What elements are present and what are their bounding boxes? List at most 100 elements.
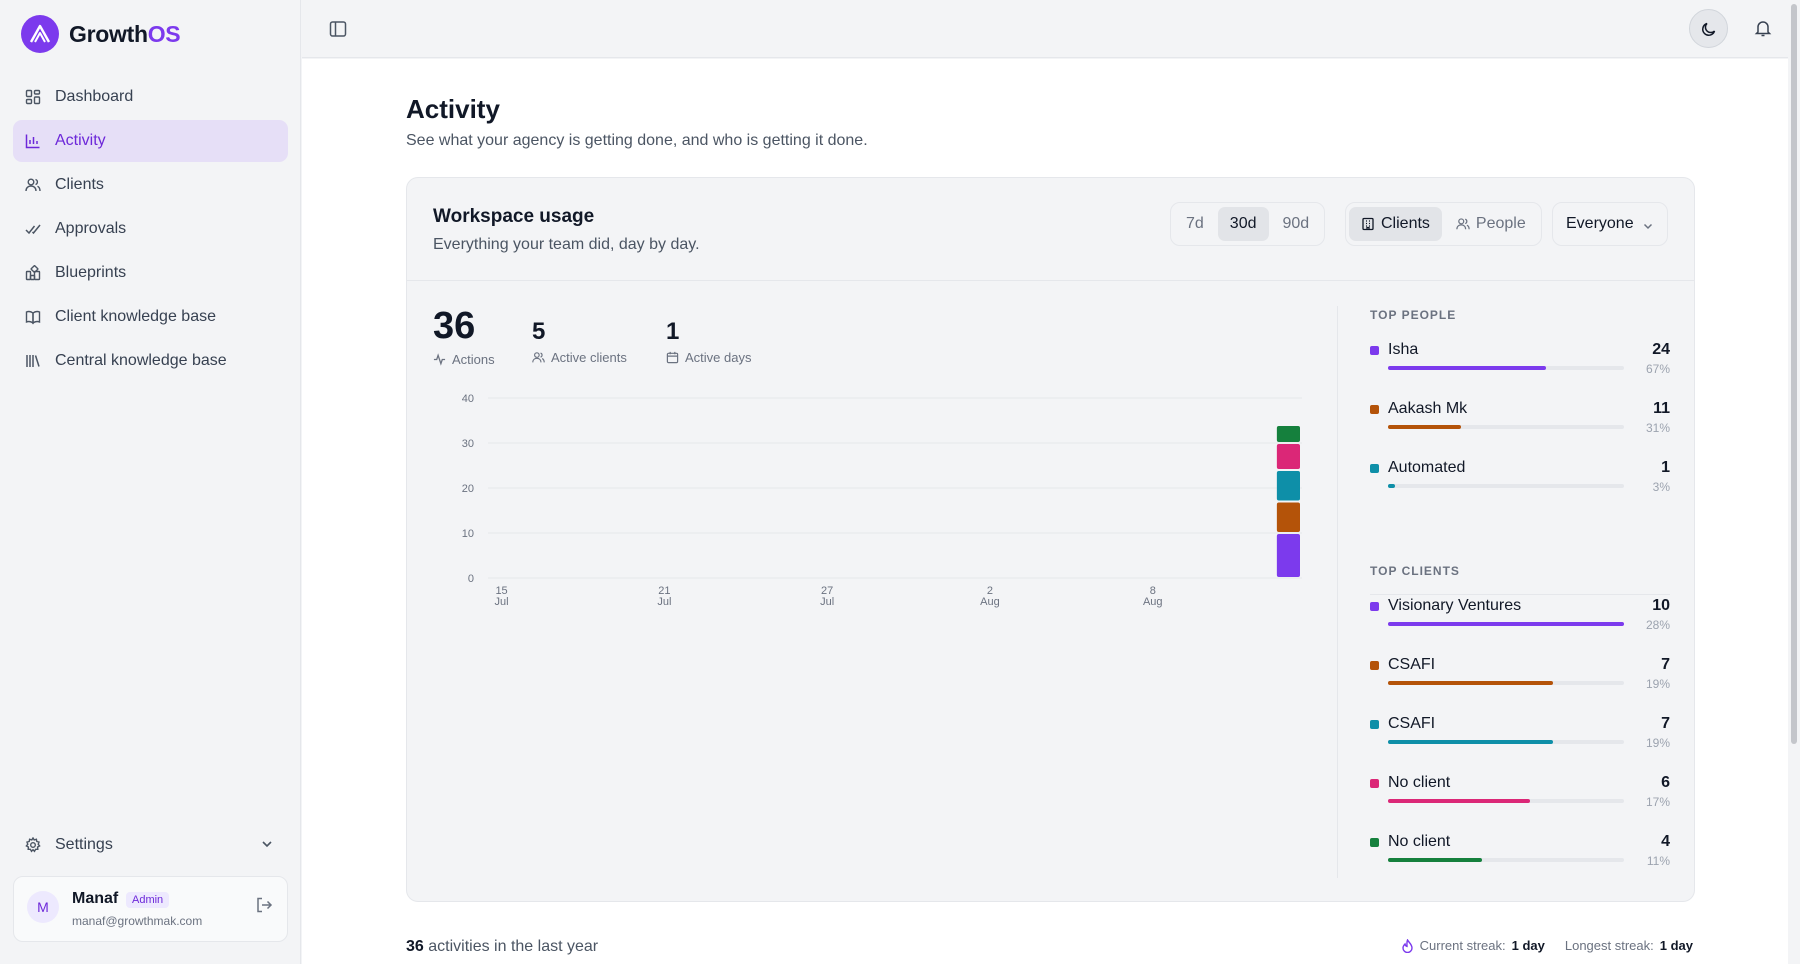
client-row[interactable]: CSAFI 7 19% (1370, 713, 1670, 772)
person-name: Isha (1388, 341, 1419, 358)
scrollbar-thumb[interactable] (1791, 4, 1797, 744)
role-badge: Admin (126, 892, 170, 908)
view-selector: Clients People (1345, 202, 1542, 246)
chevron-down-icon (262, 841, 272, 848)
person-name: Aakash Mk (1388, 400, 1468, 417)
person-share-fill (1388, 425, 1462, 429)
person-color-swatch (1370, 346, 1379, 355)
stat-actions-label: Actions (452, 352, 495, 367)
sidebar-item-activity[interactable]: Activity (13, 120, 288, 162)
client-percent: 19% (1645, 677, 1670, 691)
page-title: Activity (406, 94, 500, 124)
range-90d-button[interactable]: 90d (1282, 215, 1310, 232)
page-scrollbar[interactable] (1788, 0, 1800, 964)
user-card: M Manaf Admin manaf@growthmak.com (13, 876, 288, 942)
client-name: No client (1388, 833, 1451, 850)
client-percent: 28% (1645, 618, 1670, 632)
user-name: Manaf (72, 890, 119, 907)
dashboard-icon (25, 89, 41, 105)
stat-actions: 36 Actions (433, 306, 495, 367)
client-color-swatch (1370, 720, 1379, 729)
sidebar-item-dashboard[interactable]: Dashboard (13, 76, 288, 118)
person-share-bar (1388, 484, 1624, 488)
client-color-swatch (1370, 602, 1379, 611)
client-count: 7 (1661, 715, 1670, 732)
brand-name: GrowthOS (69, 20, 181, 47)
logout-icon[interactable] (255, 896, 273, 914)
person-row-automated[interactable]: Automated 1 3% (1370, 457, 1670, 516)
client-percent: 19% (1645, 736, 1670, 750)
person-row-aakash-mk[interactable]: Aakash Mk 11 31% (1370, 398, 1670, 457)
client-row[interactable]: No client 4 11% (1370, 831, 1670, 890)
sidebar-item-client-knowledge-base[interactable]: Client knowledge base (13, 296, 288, 338)
activity-count: 36 (406, 938, 424, 955)
sidebar-item-approvals[interactable]: Approvals (13, 208, 288, 250)
chevron-down-icon (1643, 223, 1653, 230)
users-icon (532, 352, 545, 363)
y-tick-label: 20 (462, 483, 474, 495)
person-name: Automated (1388, 459, 1466, 476)
sidebar-item-central-knowledge-base[interactable]: Central knowledge base (13, 340, 288, 382)
client-row[interactable]: CSAFI 7 19% (1370, 654, 1670, 713)
person-share-bar (1388, 366, 1624, 370)
person-row-isha[interactable]: Isha 24 67% (1370, 339, 1670, 398)
bell-icon[interactable] (1754, 19, 1772, 37)
range-selector: 7d 30d 90d (1170, 202, 1326, 246)
client-share-fill (1388, 622, 1624, 626)
person-count: 24 (1652, 341, 1670, 358)
client-row[interactable]: Visionary Ventures 10 28% (1370, 595, 1670, 654)
workspace-usage-card: Workspace usage Everything your team did… (406, 177, 1695, 902)
page-subtitle: See what your agency is getting done, an… (406, 132, 868, 149)
client-share-bar (1388, 740, 1624, 744)
panel-divider (1337, 306, 1338, 878)
flame-icon (1401, 938, 1413, 953)
theme-toggle-button[interactable] (1689, 9, 1728, 48)
user-email: manaf@growthmak.com (72, 914, 203, 928)
client-share-fill (1388, 740, 1554, 744)
activity-summary: 36 activities in the last year (406, 938, 598, 956)
settings-menu[interactable]: Settings (13, 825, 288, 865)
client-share-fill (1388, 858, 1483, 862)
settings-label: Settings (55, 836, 113, 853)
top-clients-panel: TOP CLIENTS Visionary Ventures 10 28% CS… (1370, 564, 1670, 890)
stacked-bar-segment (1276, 502, 1300, 532)
sidebar: GrowthOS Dashboard Activity Clients Appr… (0, 0, 301, 964)
filter-value: Everyone (1566, 215, 1634, 232)
range-7d-button[interactable]: 7d (1186, 215, 1204, 232)
client-name: CSAFI (1388, 715, 1436, 732)
person-filter-dropdown[interactable]: Everyone (1552, 202, 1668, 246)
x-tick-label: 15 (495, 585, 507, 597)
client-share-bar (1388, 858, 1624, 862)
sidebar-item-label: Dashboard (55, 88, 134, 105)
client-color-swatch (1370, 661, 1379, 670)
stacked-bar-segment (1276, 534, 1300, 577)
users-icon (25, 178, 41, 192)
person-count: 1 (1661, 459, 1670, 476)
view-people-label: People (1475, 215, 1526, 232)
range-30d-button[interactable]: 30d (1217, 207, 1269, 241)
x-tick-label: Jul (657, 596, 671, 608)
client-count: 4 (1661, 833, 1670, 850)
client-share-fill (1388, 799, 1530, 803)
person-percent: 31% (1645, 421, 1670, 435)
sidebar-item-clients[interactable]: Clients (13, 164, 288, 206)
client-row[interactable]: No client 6 17% (1370, 772, 1670, 831)
sidebar-toggle-icon[interactable] (329, 20, 347, 38)
client-name: Visionary Ventures (1388, 597, 1522, 614)
sidebar-item-label: Approvals (55, 220, 127, 237)
stacked-bar-segment (1276, 471, 1300, 501)
stat-actions-value: 36 (433, 305, 476, 347)
client-color-swatch (1370, 779, 1379, 788)
client-count: 6 (1661, 774, 1670, 791)
person-share-fill (1388, 484, 1396, 488)
longest-streak-label: Longest streak: (1564, 938, 1654, 953)
avatar[interactable]: M (27, 891, 59, 923)
client-percent: 11% (1646, 854, 1670, 868)
y-tick-label: 10 (462, 528, 474, 540)
stat-days-label: Active days (685, 350, 752, 365)
view-people-button[interactable]: People (1444, 207, 1538, 241)
view-clients-button[interactable]: Clients (1349, 207, 1442, 241)
sidebar-item-blueprints[interactable]: Blueprints (13, 252, 288, 294)
stat-days-value: 1 (666, 318, 680, 345)
brand[interactable]: GrowthOS (21, 15, 181, 53)
